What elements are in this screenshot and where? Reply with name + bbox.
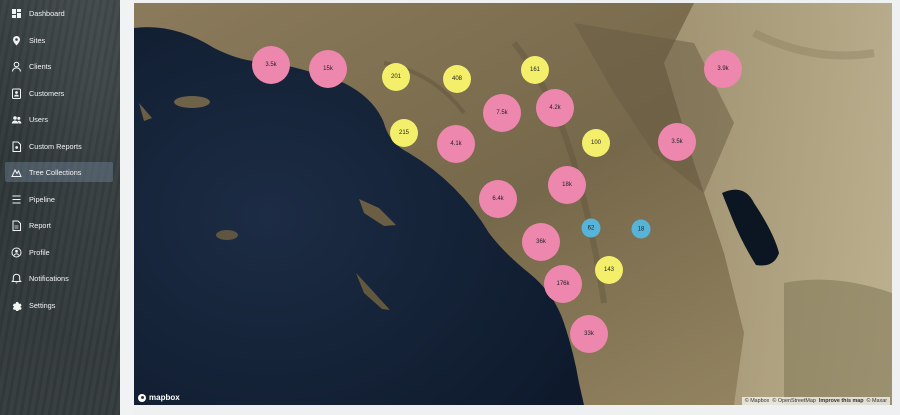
cluster-marker[interactable]: 36k <box>522 223 560 261</box>
bell-icon <box>11 273 22 284</box>
mapbox-logo-icon <box>138 393 146 402</box>
mapbox-logo-text: mapbox <box>149 393 180 402</box>
tree-collections-icon <box>11 167 22 178</box>
cluster-marker[interactable]: 143 <box>595 256 623 284</box>
sidebar-item-label: Customers <box>29 88 65 98</box>
sidebar-item-label: Pipeline <box>29 194 55 204</box>
attribution-improve-link[interactable]: Improve this map <box>818 398 864 404</box>
sidebar-item-label: Clients <box>29 61 52 71</box>
cluster-marker[interactable]: 6.4k <box>479 180 517 218</box>
cluster-marker[interactable]: 408 <box>443 65 471 93</box>
sidebar-item-custom-reports[interactable]: Custom Reports <box>5 136 113 156</box>
cluster-marker[interactable]: 4.2k <box>536 89 574 127</box>
sidebar-item-label: Dashboard <box>29 8 65 18</box>
cluster-marker[interactable]: 7.5k <box>483 94 521 132</box>
users-icon <box>11 114 22 125</box>
cluster-marker[interactable]: 33k <box>570 315 608 353</box>
mapbox-logo[interactable]: mapbox <box>138 393 180 402</box>
map-view[interactable]: 3.5k 15k 201 408 161 3.9k 7.5k 4.2k 215 4.1k 100 3.… <box>134 3 892 405</box>
sidebar-item-pipeline[interactable]: Pipeline <box>5 189 113 209</box>
sidebar: Dashboard Sites Clients Customers Users Custo… <box>0 0 120 415</box>
person-icon <box>11 61 22 72</box>
cluster-marker[interactable]: 62 <box>581 218 601 238</box>
sidebar-item-label: Report <box>29 220 51 230</box>
map-attribution: © Mapbox © OpenStreetMap Improve this ma… <box>741 397 890 405</box>
cluster-marker[interactable]: 201 <box>382 63 410 91</box>
sidebar-item-label: Settings <box>29 300 56 310</box>
sidebar-item-dashboard[interactable]: Dashboard <box>5 3 113 23</box>
sidebar-item-report[interactable]: Report <box>5 215 113 235</box>
sidebar-item-label: Profile <box>29 247 50 257</box>
location-pin-icon <box>11 35 22 46</box>
attribution-mapbox-link[interactable]: © Mapbox <box>744 398 770 404</box>
sidebar-item-label: Notifications <box>29 273 69 283</box>
cluster-marker[interactable]: 18k <box>548 166 586 204</box>
sidebar-item-tree-collections[interactable]: Tree Collections <box>5 162 113 182</box>
sidebar-item-notifications[interactable]: Notifications <box>5 268 113 288</box>
gear-icon <box>11 300 22 311</box>
report-file-icon <box>11 141 22 152</box>
sidebar-item-label: Users <box>29 114 49 124</box>
cluster-marker[interactable]: 4.1k <box>437 125 475 163</box>
sidebar-item-label: Custom Reports <box>29 141 82 151</box>
attribution-maxar-link[interactable]: © Maxar <box>866 398 887 404</box>
sidebar-item-clients[interactable]: Clients <box>5 56 113 76</box>
cluster-marker[interactable]: 100 <box>582 129 610 157</box>
sidebar-item-label: Sites <box>29 35 46 45</box>
sidebar-item-customers[interactable]: Customers <box>5 83 113 103</box>
cluster-marker[interactable]: 215 <box>390 119 418 147</box>
cluster-marker[interactable]: 15k <box>309 50 347 88</box>
cluster-marker[interactable]: 3.5k <box>252 46 290 84</box>
sidebar-item-sites[interactable]: Sites <box>5 30 113 50</box>
cluster-marker[interactable]: 3.9k <box>704 50 742 88</box>
attribution-osm-link[interactable]: © OpenStreetMap <box>772 398 816 404</box>
cluster-marker[interactable]: 176k <box>544 265 582 303</box>
profile-icon <box>11 247 22 258</box>
dashboard-icon <box>11 8 22 19</box>
cluster-marker[interactable]: 18 <box>631 219 651 239</box>
sidebar-item-users[interactable]: Users <box>5 109 113 129</box>
pipeline-icon <box>11 194 22 205</box>
sidebar-item-settings[interactable]: Settings <box>5 295 113 315</box>
sidebar-item-label: Tree Collections <box>29 167 82 177</box>
sidebar-gutter <box>120 0 134 415</box>
sidebar-item-profile[interactable]: Profile <box>5 242 113 262</box>
contact-card-icon <box>11 88 22 99</box>
cluster-marker[interactable]: 161 <box>521 56 549 84</box>
document-icon <box>11 220 22 231</box>
cluster-marker[interactable]: 3.5k <box>658 123 696 161</box>
